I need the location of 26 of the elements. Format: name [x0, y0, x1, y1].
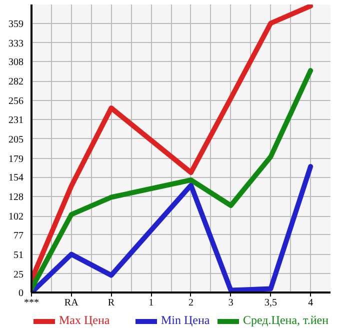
x-tick-label: 4	[308, 298, 314, 308]
y-tick-label: 256	[8, 96, 24, 107]
x-tick-label: 3	[228, 298, 234, 308]
y-tick-label: 25	[14, 269, 24, 280]
y-tick-label: 77	[14, 230, 24, 242]
y-tick-label: 359	[8, 18, 24, 30]
y-tick-label: 51	[14, 250, 24, 261]
x-tick-label: R	[108, 298, 115, 308]
y-tick-label: 231	[8, 114, 24, 126]
x-tick-label: 2	[188, 298, 194, 308]
y-tick-label: 179	[8, 154, 24, 165]
y-tick-label: 102	[8, 212, 24, 222]
y-tick-label: 128	[8, 192, 24, 203]
y-tick-label: 333	[8, 38, 24, 50]
y-tick-label: 0	[18, 288, 24, 299]
legend-label: Max Цена	[59, 313, 110, 328]
legend-label: Сред.Цена, т.йен	[243, 313, 329, 328]
x-tick-label: 3,5	[264, 298, 277, 308]
y-tick-label: 205	[8, 134, 24, 146]
legend-label: Min Цена	[161, 313, 210, 328]
y-tick-label: 154	[8, 172, 24, 184]
y-tick-label: 282	[8, 76, 24, 88]
x-tick-label: 1	[148, 298, 154, 308]
y-tick-label: 308	[8, 57, 24, 68]
x-tick-label: ***	[24, 298, 39, 308]
x-tick-label: RA	[64, 298, 80, 308]
